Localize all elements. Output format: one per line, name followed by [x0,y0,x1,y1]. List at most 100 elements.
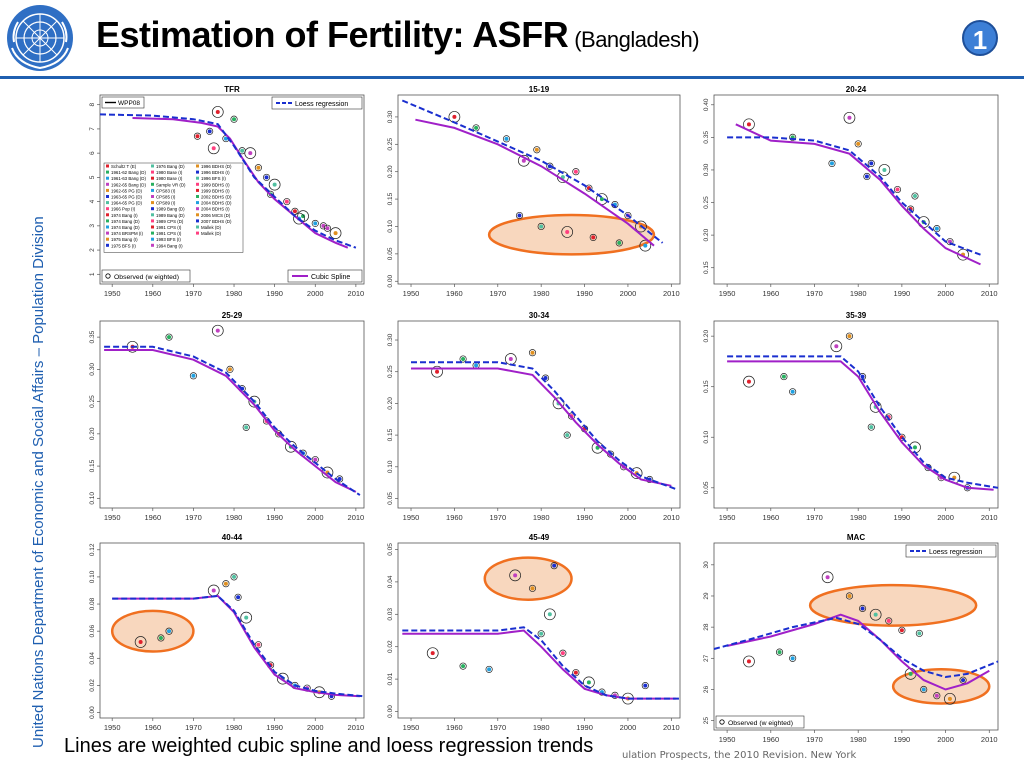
data-point-circle [230,115,238,123]
data-point-circle [624,211,632,220]
y-tick-label: 0.15 [387,192,394,205]
legend-source-label: 1999 BDHS (I) [201,182,230,187]
y-tick-label: 29 [703,592,710,600]
data-point-circle [165,333,173,341]
y-tick-label: 0.20 [89,427,96,440]
chart-title: 30-34 [529,311,550,320]
data-point-circle [242,423,250,431]
data-point [746,379,751,384]
y-tick-label: 0.08 [89,597,96,610]
x-tick-label: 1990 [266,513,283,522]
data-point-circle [789,133,797,141]
legend-source-label: 1991 CPS (I) [156,225,182,230]
data-point-circle [639,239,652,252]
y-tick-label: 0.25 [387,365,394,378]
legend-source-swatch [106,188,109,192]
data-point [643,243,648,248]
data-point-circle [268,178,281,191]
data-point-circle [248,395,261,408]
page-title: Estimation of Fertility: ASFR (Bangladesh… [96,14,700,56]
legend-source-label: 1996 BDHS (D) [201,164,232,169]
data-point [517,213,522,218]
legend-source-label: Mallek (D) [201,231,222,236]
cubic-spline-line [104,349,357,493]
y-tick-label: 7 [89,127,96,131]
y-tick-label: 0.02 [387,640,394,653]
data-point [860,606,865,611]
y-tick-label: 0.00 [387,705,394,718]
y-tick-label: 0.05 [387,247,394,260]
data-point-circle [515,211,524,220]
data-point-circle [821,571,834,584]
legend-source-swatch [151,225,154,229]
x-tick-label: 1960 [446,723,463,732]
data-point [746,659,751,664]
data-point [539,224,544,229]
x-tick-label: 2010 [663,723,680,732]
data-point-circle [561,226,574,238]
data-point-circle [572,669,580,677]
data-point-circle [262,173,271,181]
x-tick-label: 1980 [533,723,550,732]
data-point-circle [641,682,649,690]
legend-source-label: Schultz T (E) [111,164,137,169]
data-point-circle [311,219,319,227]
data-point [195,134,200,139]
x-tick-label: 1960 [144,289,161,298]
x-tick-label: 1950 [719,289,736,298]
y-tick-label: 30 [703,561,710,569]
y-tick-label: 0.35 [89,330,96,343]
legend-label-wpp: WPP08 [118,100,140,107]
y-tick-label: 0.20 [387,397,394,410]
data-point-circle [933,692,941,700]
data-point-circle [915,629,923,637]
chart-45-49: 45-49 1950 1960 1970 1980 1990 2000 2010 0.00 0.0… [387,533,681,732]
legend-source-swatch [196,219,199,223]
y-tick-label: 0.15 [387,428,394,441]
legend-source-swatch [196,170,199,174]
legend-source-swatch [151,201,154,205]
y-tick-label: 8 [89,103,96,107]
data-point-circle [509,569,521,582]
legend-source-swatch [151,170,154,174]
data-point [869,161,874,166]
legend-source-label: 1975 BFS (I) [111,243,136,248]
data-point [565,433,570,438]
data-point-circle [431,365,443,378]
x-tick-label: 1970 [185,289,202,298]
legend-source-label: 1994 Bang (I) [156,243,183,248]
data-point-circle [211,106,224,118]
y-tick-label: 0.05 [387,492,394,505]
x-tick-label: 1980 [226,723,243,732]
data-point [934,226,939,231]
legend-swatch-observed [719,719,725,725]
legend-source-swatch [106,164,109,168]
x-tick-label: 1990 [894,289,911,298]
plot-frame [397,94,681,285]
data-point [560,651,565,656]
y-tick-label: 28 [703,623,710,631]
y-tick-label: 0.30 [387,333,394,346]
legend-source-label: 1962-65 Bang (D) [111,182,146,187]
data-point-circle [165,627,173,635]
data-point-circle [426,647,439,660]
x-tick-label: 1960 [144,513,161,522]
data-point-circle [459,355,467,363]
data-point-circle [893,185,902,194]
legend-source-swatch [151,164,154,168]
data-point [227,367,232,372]
x-tick-label: 2010 [981,289,998,298]
legend-source-swatch [196,195,199,198]
legend-source-swatch [106,237,109,241]
data-point [781,374,786,379]
data-point-circle [537,630,545,638]
data-point [591,235,596,240]
plot-frame [397,320,681,509]
x-tick-label: 1990 [266,289,283,298]
data-point [790,389,795,394]
x-tick-label: 1970 [806,735,823,744]
data-point [869,425,874,430]
x-tick-label: 2010 [348,723,365,732]
legend-label-observed: Observed (w eighted) [114,274,179,281]
data-point-circle [323,224,331,232]
